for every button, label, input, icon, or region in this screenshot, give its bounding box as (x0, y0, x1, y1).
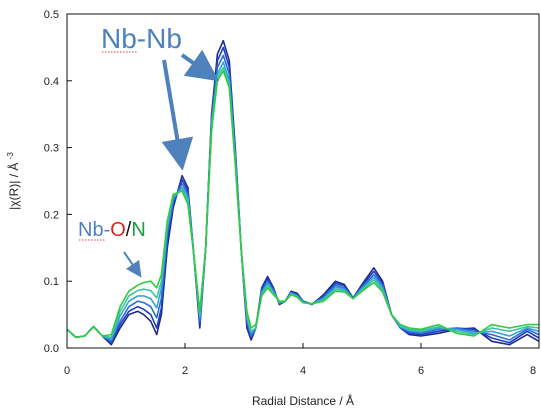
nb-o-n-nitrogen: N (131, 219, 145, 241)
nb-o-n-annotation: Nb-O/N (78, 219, 146, 278)
nb-nb-annotation: Nb-Nb (101, 23, 220, 171)
y-axis-label-exponent: -3 (6, 152, 15, 160)
y-tick-label-3: 0.3 (44, 143, 59, 155)
y-tick-label-0: 0.0 (44, 343, 59, 355)
svg-text:Nb-O/N: Nb-O/N (78, 219, 146, 241)
series-line-3 (66, 54, 540, 343)
y-tick-label-4: 0.4 (44, 76, 59, 88)
nb-o-n-slash: / (126, 219, 132, 241)
x-tick-label-1: 2 (182, 365, 188, 377)
x-tick-label-0: 0 (64, 365, 70, 377)
x-tick-label-2: 4 (300, 365, 306, 377)
y-tick-label-2: 0.2 (44, 209, 59, 221)
series-line-4 (66, 61, 540, 341)
series-layer (66, 39, 540, 346)
y-tick-label-5: 0.5 (44, 9, 59, 21)
x-axis-label: Radial Distance / Å (252, 393, 354, 408)
nb-nb-arrow-first-shell (161, 59, 194, 171)
nb-o-n-arrow (123, 251, 142, 278)
x-tick-label-3: 6 (418, 365, 424, 377)
svg-text:|χ(R)| / Å -3: |χ(R)| / Å -3 (6, 152, 21, 210)
series-line-1 (66, 39, 540, 346)
y-axis-label-main: |χ(R)| / Å (6, 163, 21, 210)
axes-layer: 0 2 4 6 8 0.0 0.1 0.2 0.3 0.4 0.5 (44, 9, 540, 377)
series-line-2 (66, 46, 540, 345)
plot-frame (66, 13, 540, 349)
y-axis-label: |χ(R)| / Å -3 (6, 152, 21, 210)
nb-o-n-oxygen: O (110, 219, 126, 241)
y-tick-label-1: 0.1 (44, 276, 59, 288)
nb-nb-arrow-second-shell (180, 49, 220, 82)
nb-nb-label: Nb-Nb (101, 23, 182, 54)
nb-o-n-prefix: Nb- (78, 219, 110, 241)
x-tick-label-4: 8 (530, 365, 536, 377)
series-line-6 (66, 70, 539, 339)
